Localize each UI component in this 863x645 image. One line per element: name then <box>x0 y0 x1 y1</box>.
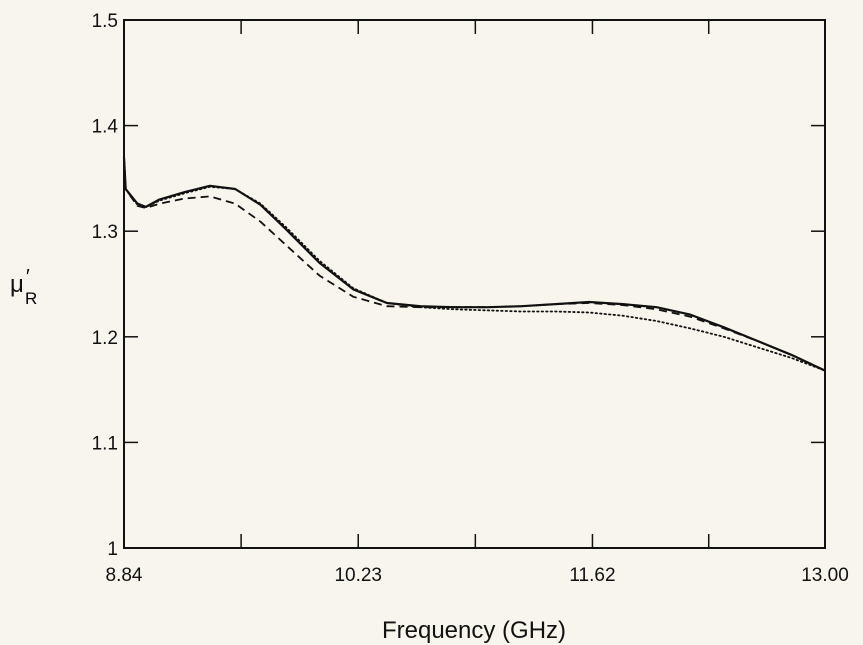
y-tick-label: 1 <box>107 539 118 560</box>
y-axis-symbol: μ <box>10 271 24 298</box>
y-tick-label: 1.5 <box>92 11 118 32</box>
plot-frame <box>123 19 826 549</box>
y-tick-label: 1.2 <box>92 328 118 349</box>
x-tick-label: 8.84 <box>106 565 143 586</box>
series-line-dotted <box>123 156 826 372</box>
x-axis-title: Frequency (GHz) <box>382 617 566 644</box>
y-tick-label: 1.1 <box>92 433 118 454</box>
y-axis-title: μ ′ R <box>10 266 37 308</box>
y-tick-label: 1.4 <box>92 117 119 138</box>
y-tick-label: 1.3 <box>92 222 118 243</box>
tick-layer <box>123 19 826 549</box>
y-axis-subscript: R <box>25 289 37 308</box>
y-axis-prime: ′ <box>26 266 30 288</box>
x-tick-label: 11.62 <box>569 565 615 586</box>
x-tick-label: 13.00 <box>801 565 849 586</box>
tick-label-layer: 1 1.1 1.2 1.3 1.4 1.5 8.84 10.23 11.62 13.00 <box>92 11 849 586</box>
series-line-dashed <box>123 157 826 372</box>
x-tick-label: 10.23 <box>334 565 382 586</box>
series-line-solid <box>122 157 826 372</box>
series-layer <box>122 156 826 372</box>
